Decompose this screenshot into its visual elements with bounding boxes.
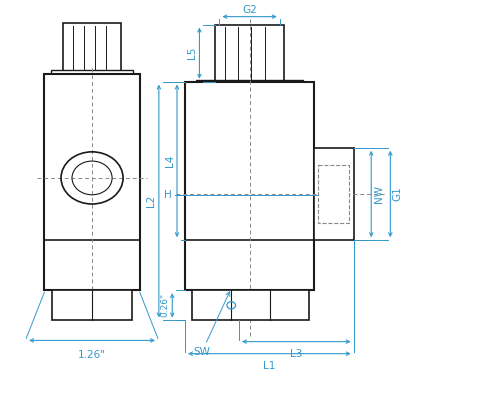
Text: L1: L1 — [263, 361, 276, 371]
Text: SW: SW — [193, 292, 230, 357]
Text: H: H — [165, 190, 172, 200]
Text: L4: L4 — [165, 155, 175, 167]
Bar — [196, 80, 303, 86]
Text: L2: L2 — [146, 195, 156, 207]
Text: 1.26": 1.26" — [78, 350, 106, 360]
Bar — [51, 70, 132, 77]
Bar — [44, 74, 140, 290]
Bar — [215, 25, 284, 82]
Text: G1: G1 — [393, 187, 403, 201]
Text: L3: L3 — [290, 349, 302, 359]
Bar — [314, 148, 354, 240]
Bar — [52, 290, 132, 320]
Bar — [185, 82, 314, 290]
Bar — [318, 165, 349, 223]
Text: L5: L5 — [187, 47, 197, 59]
Text: NW: NW — [373, 185, 384, 203]
Text: 0.26": 0.26" — [161, 293, 170, 318]
Text: G2: G2 — [242, 4, 257, 15]
Bar — [192, 290, 309, 320]
Bar — [63, 23, 120, 72]
